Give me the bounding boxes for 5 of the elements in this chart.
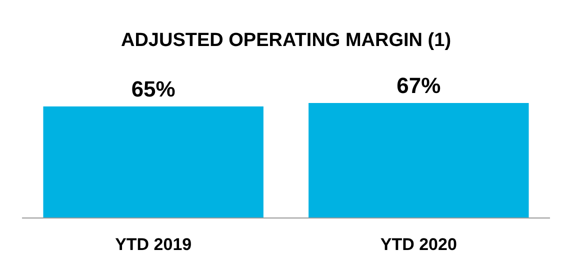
- x-tick-label: YTD 2019: [115, 235, 192, 254]
- chart-title: ADJUSTED OPERATING MARGIN (1): [120, 30, 452, 51]
- x-tick-label: YTD 2020: [380, 235, 457, 254]
- data-label: 67%: [396, 73, 441, 98]
- data-label: 65%: [131, 76, 176, 102]
